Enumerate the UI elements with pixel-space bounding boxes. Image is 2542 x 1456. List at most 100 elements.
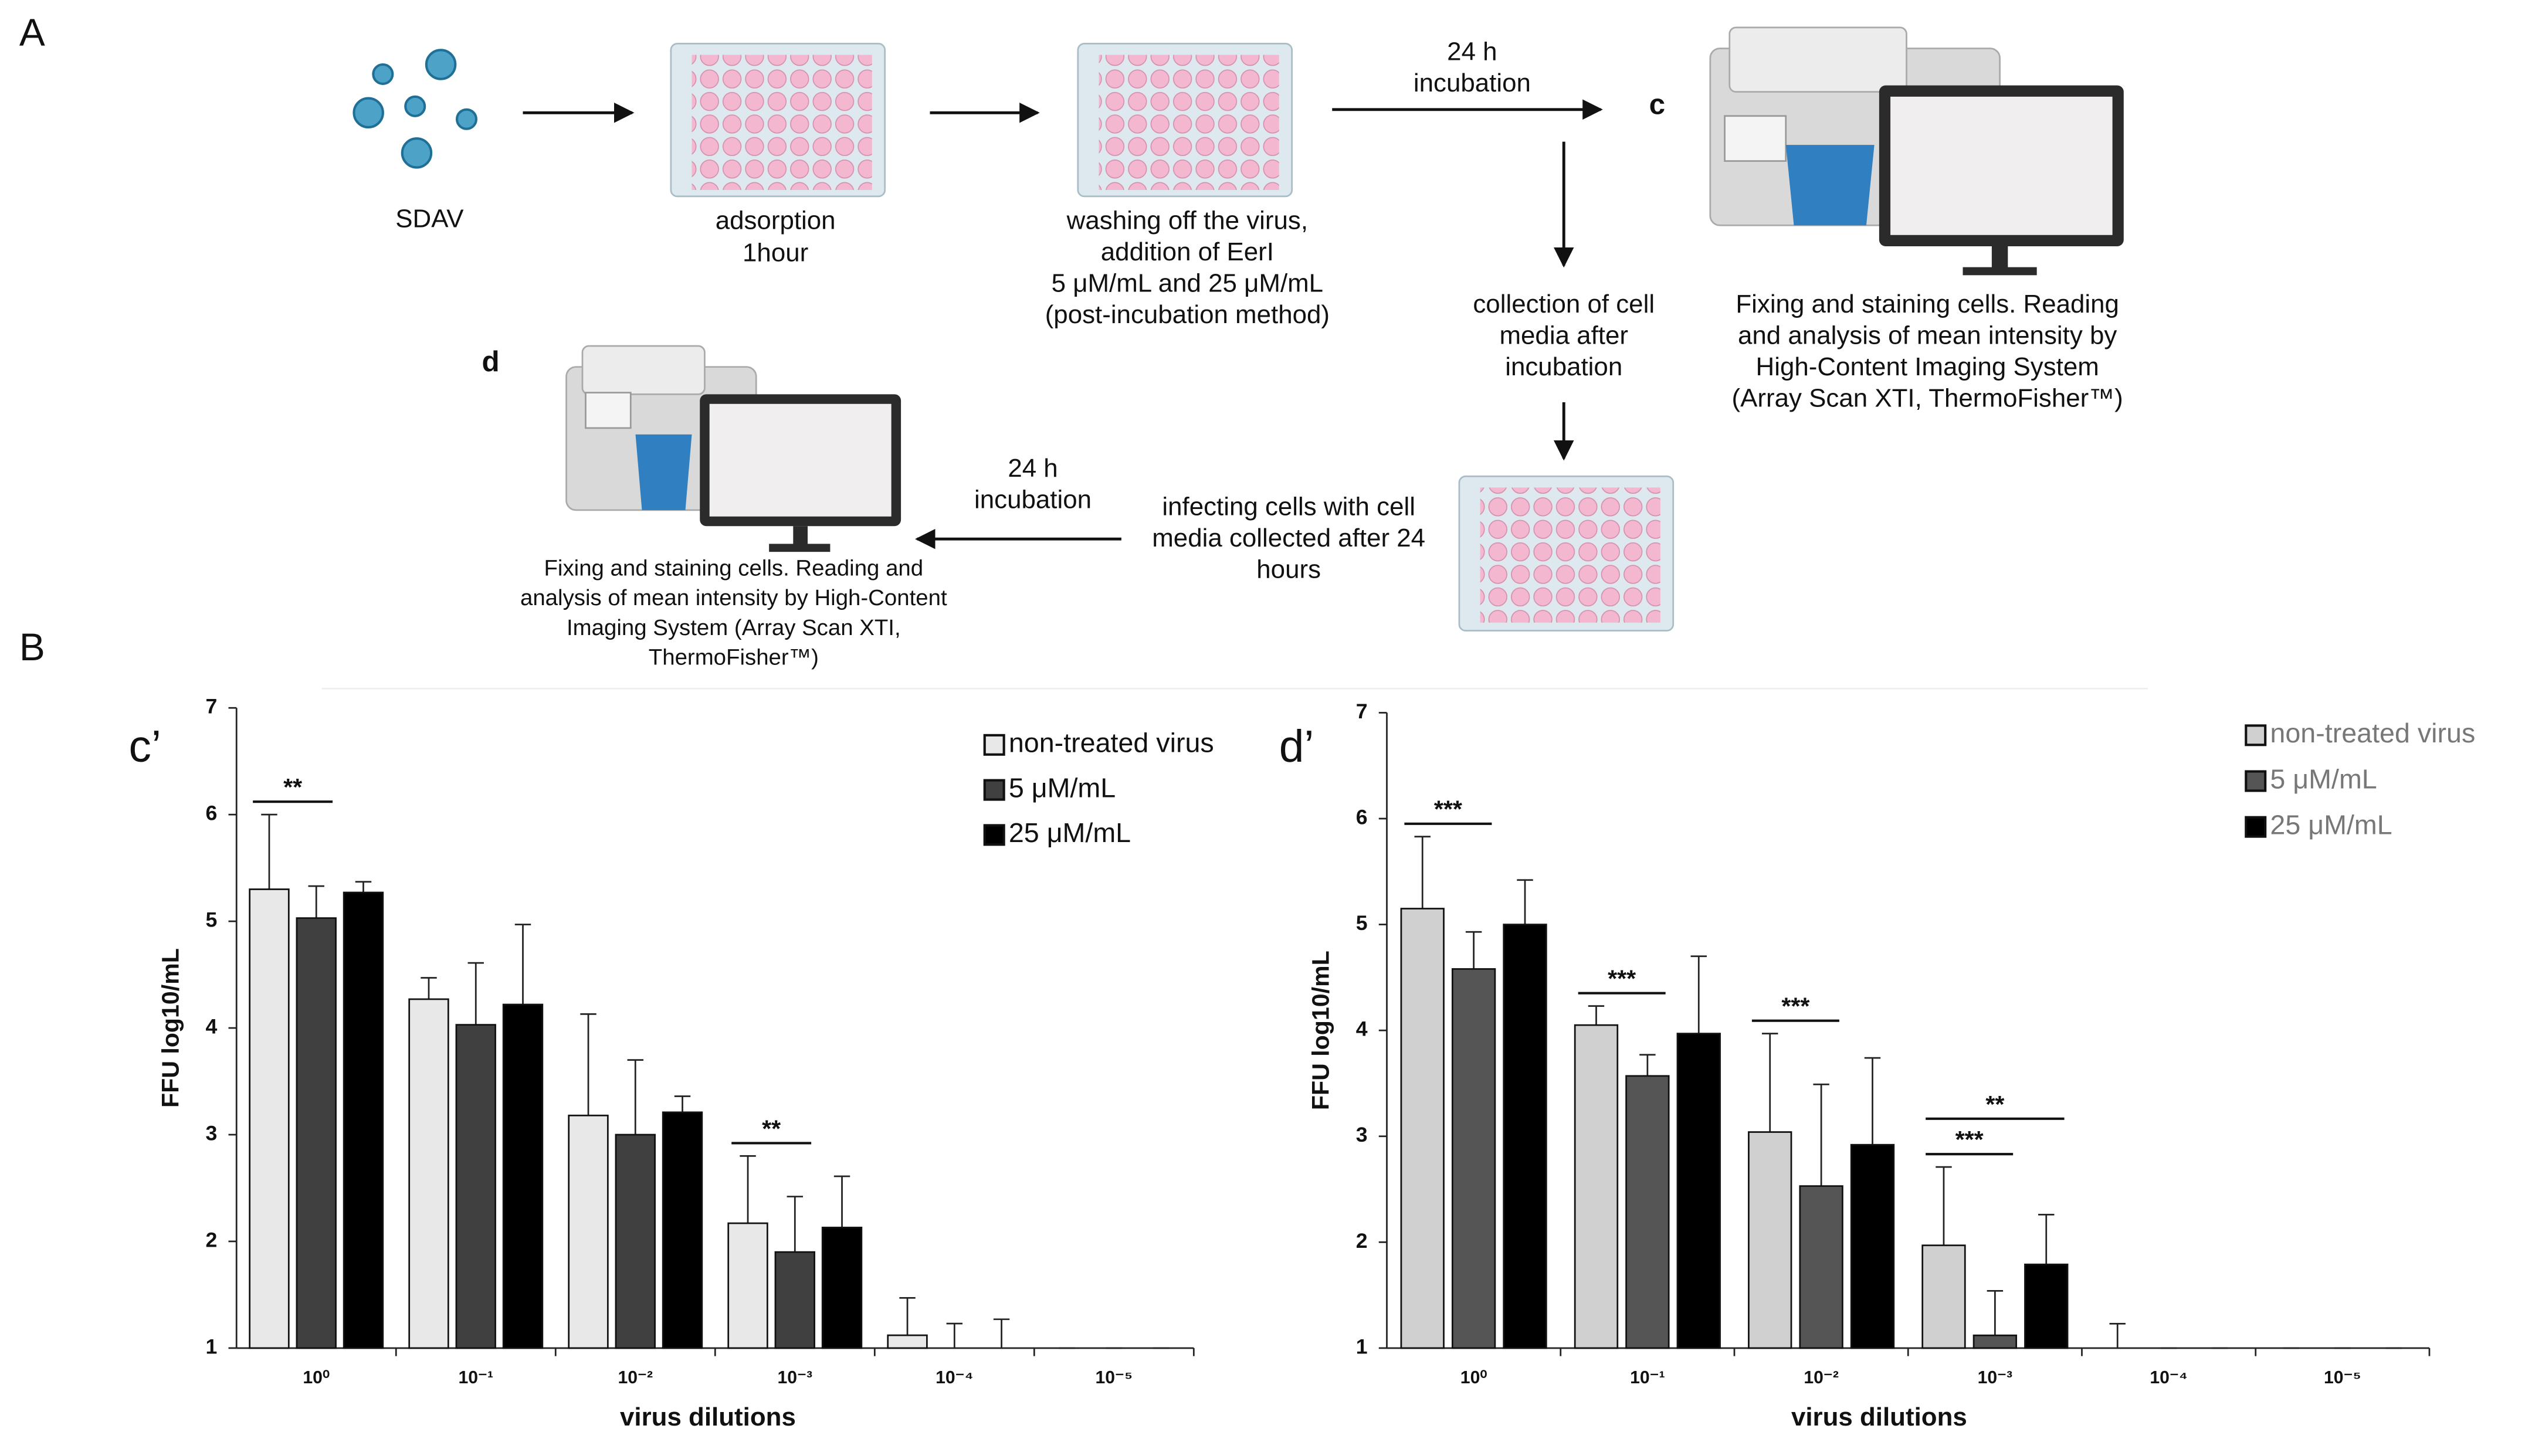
legend-swatch [983, 824, 1005, 846]
bar [1451, 968, 1496, 1349]
significance-label: ** [762, 1115, 781, 1142]
bar [1748, 1131, 1792, 1349]
x-tick-label: 10⁻⁴ [936, 1368, 973, 1387]
y-axis-label: FFU log10/mL [1307, 951, 1334, 1110]
arrows [523, 99, 1603, 549]
step-text: addition of EerI [1101, 237, 1274, 266]
step-text: media after [1499, 321, 1628, 350]
step-text: infecting cells with cell [1162, 493, 1415, 521]
legend-label: 25 μM/mL [1009, 817, 1131, 848]
step-text: incubation [1505, 352, 1622, 381]
x-axis-label: virus dilutions [1791, 1403, 1967, 1431]
step-label: d [482, 345, 500, 378]
bar [1921, 1244, 1966, 1349]
bar [1799, 1185, 1843, 1349]
legend-label: non-treated virus [2270, 718, 2475, 748]
bar [568, 1114, 609, 1349]
step-text: media collected after 24 [1152, 524, 1425, 552]
y-tick-label: 2 [205, 1228, 217, 1251]
y-tick-label: 6 [1356, 805, 1368, 829]
plate [670, 42, 886, 198]
y-tick-label: 5 [205, 908, 217, 932]
step-text: 5 μM/mL and 25 μM/mL [1052, 269, 1323, 297]
significance-label: *** [1608, 965, 1636, 992]
step-label: c [1649, 88, 1665, 120]
x-tick-label: 10⁻² [618, 1368, 653, 1387]
bar [1625, 1075, 1670, 1349]
step-text: 24 h [1008, 454, 1058, 483]
step-text: collection of cell [1473, 290, 1655, 318]
x-tick-label: 10⁻² [1804, 1368, 1839, 1387]
legend-swatch [983, 734, 1005, 756]
step-text: and analysis of mean intensity by [1738, 321, 2117, 350]
y-tick-label: 6 [205, 802, 217, 825]
bar [343, 891, 384, 1349]
y-tick-label: 1 [1356, 1335, 1368, 1358]
bar [662, 1111, 703, 1349]
step-text: ThermoFisher™) [649, 645, 819, 670]
bar [296, 917, 337, 1349]
step-text: 24 h [1447, 37, 1497, 66]
legend-swatch [2245, 724, 2267, 746]
bar [1400, 908, 1445, 1349]
legend-swatch [2245, 816, 2267, 838]
step-text: adsorption [716, 206, 836, 235]
legend-label: 5 μM/mL [1009, 772, 1116, 803]
y-tick-label: 4 [205, 1014, 217, 1038]
step-text: High-Content Imaging System [1756, 352, 2099, 381]
plate [1458, 475, 1675, 632]
bar [1972, 1334, 2018, 1349]
chart-title: d’ [1279, 721, 1314, 772]
x-tick-label: 10⁰ [303, 1368, 330, 1387]
legend-swatch [983, 779, 1005, 801]
legend-label: non-treated virus [1009, 728, 1214, 758]
step-text: (Array Scan XTI, ThermoFisher™) [1732, 384, 2123, 413]
x-tick-label: 10⁻⁵ [2324, 1368, 2361, 1387]
bar [727, 1222, 768, 1349]
legend-label: 5 μM/mL [2270, 763, 2377, 794]
step-text: Fixing and staining cells. Reading [1736, 290, 2119, 318]
y-tick-label: 5 [1356, 911, 1368, 935]
bar [887, 1334, 928, 1349]
significance-label: *** [1434, 796, 1462, 823]
bar [615, 1133, 656, 1349]
x-axis-label: virus dilutions [620, 1403, 796, 1431]
y-axis-label: FFU log10/mL [157, 948, 184, 1108]
step-text: hours [1256, 555, 1321, 584]
x-tick-label: 10⁻³ [778, 1368, 813, 1387]
legend-label: 25 μM/mL [2270, 810, 2392, 840]
bar [2024, 1263, 2069, 1349]
plate [1077, 42, 1293, 198]
x-tick-label: 10⁻³ [1978, 1368, 2013, 1387]
step-text: Fixing and staining cells. Reading and [544, 555, 923, 581]
y-tick-label: 7 [205, 695, 217, 718]
x-tick-label: 10⁰ [1460, 1368, 1487, 1387]
step-text: SDAV [395, 205, 464, 233]
y-tick-label: 4 [1356, 1017, 1368, 1041]
panel-label: A [19, 11, 45, 54]
virus-icons [353, 49, 477, 169]
bar [774, 1251, 815, 1349]
x-tick-label: 10⁻¹ [458, 1368, 493, 1387]
y-tick-label: 3 [205, 1121, 217, 1145]
bar [1850, 1143, 1895, 1349]
bar [1676, 1033, 1721, 1349]
significance-label: ** [283, 773, 302, 800]
step-text: (post-incubation method) [1045, 300, 1330, 329]
y-tick-label: 2 [1356, 1229, 1368, 1253]
step-text: washing off the virus, [1066, 206, 1308, 235]
imaging-system [1709, 26, 2124, 276]
significance-label: ** [1985, 1091, 2004, 1118]
step-text: incubation [1414, 69, 1531, 97]
y-tick-label: 3 [1356, 1123, 1368, 1146]
step-text: incubation [974, 485, 1092, 514]
legend-swatch [2245, 770, 2267, 792]
step-text: analysis of mean intensity by High-Conte… [520, 585, 947, 610]
bar [249, 888, 290, 1349]
significance-label: *** [1955, 1126, 1984, 1153]
bar [502, 1003, 544, 1349]
x-tick-label: 10⁻⁵ [1096, 1368, 1133, 1387]
bar [1503, 924, 1547, 1349]
x-tick-label: 10⁻¹ [1630, 1368, 1665, 1387]
